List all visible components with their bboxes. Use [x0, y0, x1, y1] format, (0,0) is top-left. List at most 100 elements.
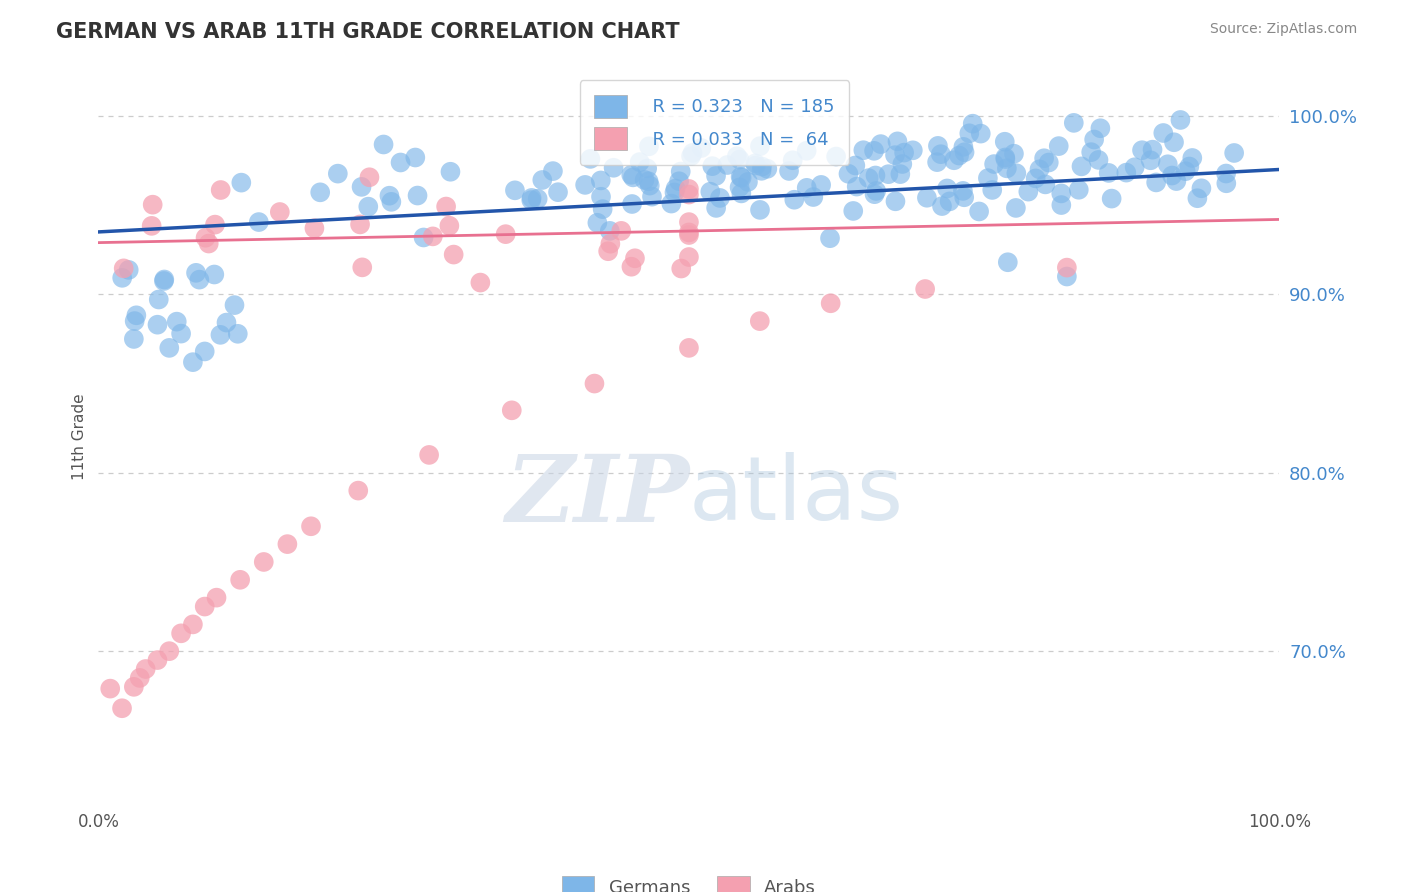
Point: [1090, 121, 1112, 136]
Point: [682, 145, 704, 160]
Point: [1005, 201, 1028, 215]
Point: [621, 197, 644, 211]
Point: [704, 201, 727, 215]
Point: [1098, 166, 1121, 180]
Point: [153, 272, 176, 286]
Point: [122, 680, 145, 694]
Point: [728, 180, 751, 194]
Point: [730, 170, 752, 185]
Point: [205, 591, 228, 605]
Point: [886, 134, 908, 148]
Point: [1028, 162, 1050, 177]
Point: [678, 250, 700, 264]
Point: [756, 161, 779, 176]
Point: [439, 165, 461, 179]
Point: [146, 318, 169, 332]
Point: [135, 662, 157, 676]
Point: [948, 148, 970, 162]
Point: [796, 144, 818, 158]
Point: [170, 326, 193, 341]
Point: [997, 255, 1019, 269]
Point: [842, 203, 865, 218]
Point: [231, 176, 253, 190]
Point: [197, 236, 219, 251]
Point: [1101, 192, 1123, 206]
Point: [893, 145, 915, 160]
Point: [125, 308, 148, 322]
Point: [952, 140, 974, 154]
Point: [681, 149, 703, 163]
Point: [1187, 191, 1209, 205]
Point: [148, 293, 170, 307]
Point: [1163, 135, 1185, 149]
Point: [669, 164, 692, 178]
Point: [737, 175, 759, 189]
Point: [962, 117, 984, 131]
Point: [820, 296, 842, 310]
Point: [215, 316, 238, 330]
Point: [209, 327, 232, 342]
Point: [276, 537, 298, 551]
Point: [247, 215, 270, 229]
Point: [810, 178, 832, 192]
Point: [1130, 143, 1153, 157]
Point: [326, 167, 349, 181]
Point: [659, 196, 682, 211]
Point: [782, 153, 804, 168]
Point: [142, 197, 165, 211]
Point: [1050, 198, 1073, 212]
Point: [501, 403, 523, 417]
Point: [927, 155, 949, 169]
Point: [98, 681, 121, 696]
Point: [184, 266, 207, 280]
Point: [1063, 116, 1085, 130]
Point: [678, 226, 700, 240]
Point: [1181, 151, 1204, 165]
Text: atlas: atlas: [689, 452, 904, 539]
Point: [598, 244, 620, 259]
Point: [1067, 183, 1090, 197]
Point: [434, 200, 457, 214]
Point: [970, 127, 993, 141]
Point: [927, 139, 949, 153]
Point: [953, 190, 976, 204]
Point: [801, 190, 824, 204]
Point: [349, 218, 371, 232]
Point: [1223, 145, 1246, 160]
Point: [153, 274, 176, 288]
Point: [589, 173, 612, 187]
Point: [359, 170, 381, 185]
Point: [994, 150, 1017, 164]
Text: Source: ZipAtlas.com: Source: ZipAtlas.com: [1209, 22, 1357, 37]
Point: [633, 173, 655, 187]
Point: [863, 187, 886, 202]
Point: [620, 168, 643, 182]
Point: [1005, 166, 1028, 180]
Point: [118, 263, 141, 277]
Point: [1056, 260, 1078, 275]
Point: [1174, 164, 1197, 178]
Point: [439, 219, 461, 233]
Point: [1166, 174, 1188, 188]
Point: [181, 617, 204, 632]
Point: [586, 216, 609, 230]
Point: [357, 200, 380, 214]
Y-axis label: 11th Grade: 11th Grade: [72, 393, 87, 481]
Point: [852, 143, 875, 157]
Point: [1070, 160, 1092, 174]
Point: [309, 186, 332, 200]
Point: [599, 224, 621, 238]
Point: [380, 194, 402, 209]
Point: [170, 626, 193, 640]
Point: [1033, 151, 1056, 165]
Point: [610, 224, 633, 238]
Point: [845, 179, 868, 194]
Point: [157, 341, 180, 355]
Point: [1139, 153, 1161, 168]
Point: [994, 152, 1017, 166]
Point: [1215, 167, 1237, 181]
Point: [636, 161, 658, 176]
Point: [124, 314, 146, 328]
Point: [983, 157, 1005, 171]
Point: [818, 231, 841, 245]
